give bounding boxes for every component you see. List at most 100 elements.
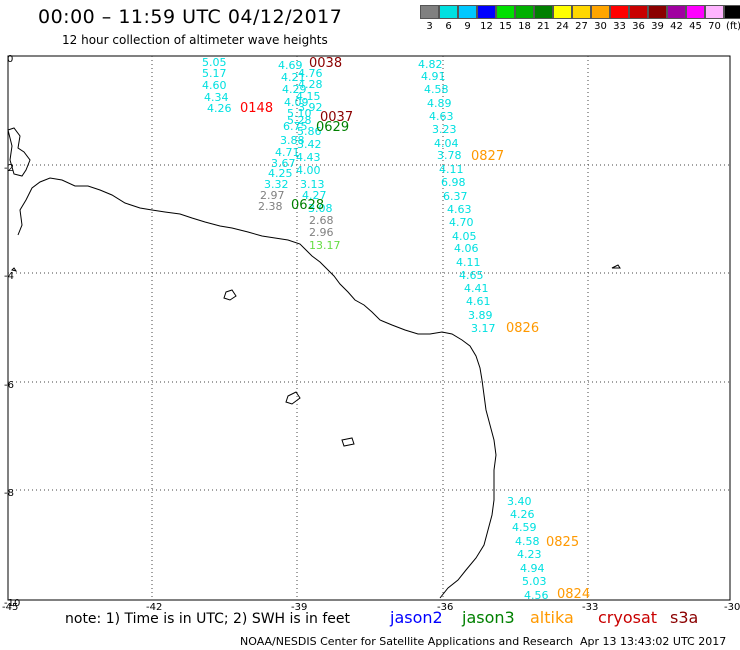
wave-height-label: 4.26 (510, 508, 535, 521)
color-scale-swatch (610, 5, 629, 19)
wave-height-label: 6.37 (443, 190, 468, 203)
legend-item-s3a: s3a (670, 608, 699, 627)
wave-height-label: 2.38 (258, 200, 283, 213)
color-scale-swatch (648, 5, 667, 19)
wave-height-label: 5.86 (297, 125, 322, 138)
wave-height-label: 2.96 (309, 226, 334, 239)
color-scale (420, 5, 740, 19)
wave-height-label: 4.63 (429, 110, 454, 123)
wave-height-label: 3.78 (437, 149, 462, 162)
wave-height-label: 5.05 (202, 56, 227, 69)
color-scale-swatch (705, 5, 724, 19)
time-tag-label: 0827 (471, 149, 505, 164)
y-tick-label: -10 (4, 598, 21, 609)
color-scale-label: 33 (613, 21, 626, 32)
color-scale-label: 27 (575, 21, 588, 32)
color-scale-label: 39 (651, 21, 664, 32)
y-tick-label: -4 (4, 271, 14, 282)
wave-height-label: 6.98 (441, 176, 466, 189)
chart-subtitle: 12 hour collection of altimeter wave hei… (62, 33, 328, 47)
color-scale-label: 70 (708, 21, 721, 32)
x-tick-label: -39 (291, 602, 308, 613)
island-5 (11, 267, 18, 272)
coastline-island-north (7, 127, 31, 177)
wave-height-label: 4.04 (434, 137, 459, 150)
wave-height-label: 3.89 (468, 309, 493, 322)
wave-height-label: 3.67 (271, 157, 296, 170)
wave-height-label: 4.11 (439, 163, 464, 176)
color-scale-swatch (496, 5, 515, 19)
color-scale-swatch (572, 5, 591, 19)
wave-height-label: 4.27 (302, 189, 327, 202)
color-scale-swatch (629, 5, 648, 19)
wave-height-label: 4.05 (452, 230, 477, 243)
time-tag-label: 0628 (291, 198, 325, 213)
wave-height-label: 4.70 (449, 216, 474, 229)
island-2 (285, 391, 301, 405)
wave-height-label: 4.71 (275, 146, 300, 159)
wave-height-label: 3.42 (297, 138, 322, 151)
color-scale-swatch (724, 5, 740, 19)
wave-height-label: 4.09 (284, 96, 309, 109)
color-scale-swatch (667, 5, 686, 19)
wave-height-label: 4.23 (517, 548, 542, 561)
wave-height-label: 5.28 (287, 114, 312, 127)
wave-height-label: 4.63 (447, 203, 472, 216)
y-tick-label: -2 (4, 163, 14, 174)
x-tick-label: -45 (2, 602, 19, 613)
y-tick-label: -6 (4, 380, 14, 391)
island-3 (341, 437, 355, 447)
wave-height-label: 3.23 (432, 123, 457, 136)
wave-height-label: 4.76 (298, 67, 323, 80)
legend-item-altika: altika (530, 608, 574, 627)
wave-height-label: 2.68 (309, 214, 334, 227)
color-scale-label: 18 (518, 21, 531, 32)
wave-height-label: 4.21 (281, 71, 306, 84)
wave-height-label: 4.60 (202, 79, 227, 92)
wave-height-label: 4.11 (456, 256, 481, 269)
wave-height-label: 5.03 (522, 575, 547, 588)
color-scale-label: 36 (632, 21, 645, 32)
x-tick-label: -42 (146, 602, 163, 613)
color-scale-swatch (591, 5, 610, 19)
color-scale-swatch (439, 5, 458, 19)
legend-item-cryosat: cryosat (598, 608, 658, 627)
chart-title: 00:00 – 11:59 UTC 04/12/2017 (38, 6, 343, 28)
wave-height-label: 6.75 (283, 120, 308, 133)
color-scale-label: 24 (556, 21, 569, 32)
wave-height-label: 4.28 (298, 78, 323, 91)
wave-height-label: 13.17 (309, 239, 341, 252)
wave-height-label: 4.43 (296, 151, 321, 164)
island-4 (611, 264, 621, 269)
x-tick-label: -33 (582, 602, 599, 613)
wave-height-label: 4.58 (424, 83, 449, 96)
credit-text: NOAA/NESDIS Center for Satellite Applica… (240, 635, 574, 648)
wave-height-label: 4.82 (418, 58, 443, 71)
generated-timestamp: Apr 13 13:43:02 UTC 2017 (580, 635, 727, 648)
legend-item-jason2: jason2 (390, 608, 443, 627)
wave-height-label: 4.56 (524, 589, 549, 602)
time-tag-label: 0038 (309, 56, 343, 71)
footer-note: note: 1) Time is in UTC; 2) SWH is in fe… (65, 611, 351, 627)
wave-height-label: 4.89 (427, 97, 452, 110)
island-1 (223, 289, 237, 301)
wave-height-label: 4.65 (459, 269, 484, 282)
x-tick-label: -30 (724, 602, 740, 613)
color-scale-label: (ft) (725, 21, 740, 32)
time-tag-label: 0824 (557, 587, 591, 602)
wave-height-label: 4.59 (512, 521, 537, 534)
color-scale-label: 12 (480, 21, 493, 32)
color-scale-label: 42 (670, 21, 683, 32)
wave-height-label: 4.15 (296, 90, 321, 103)
legend-item-jason3: jason3 (462, 608, 515, 627)
wave-height-label: 4.06 (454, 242, 479, 255)
color-scale-swatch (420, 5, 439, 19)
color-scale-label: 6 (445, 21, 452, 32)
wave-height-label: 3.40 (507, 495, 532, 508)
time-tag-label: 0037 (320, 110, 354, 125)
wave-height-label: 3.17 (471, 322, 496, 335)
wave-height-label: 4.91 (421, 70, 446, 83)
color-scale-swatch (477, 5, 496, 19)
coastline-mainland (17, 177, 497, 599)
